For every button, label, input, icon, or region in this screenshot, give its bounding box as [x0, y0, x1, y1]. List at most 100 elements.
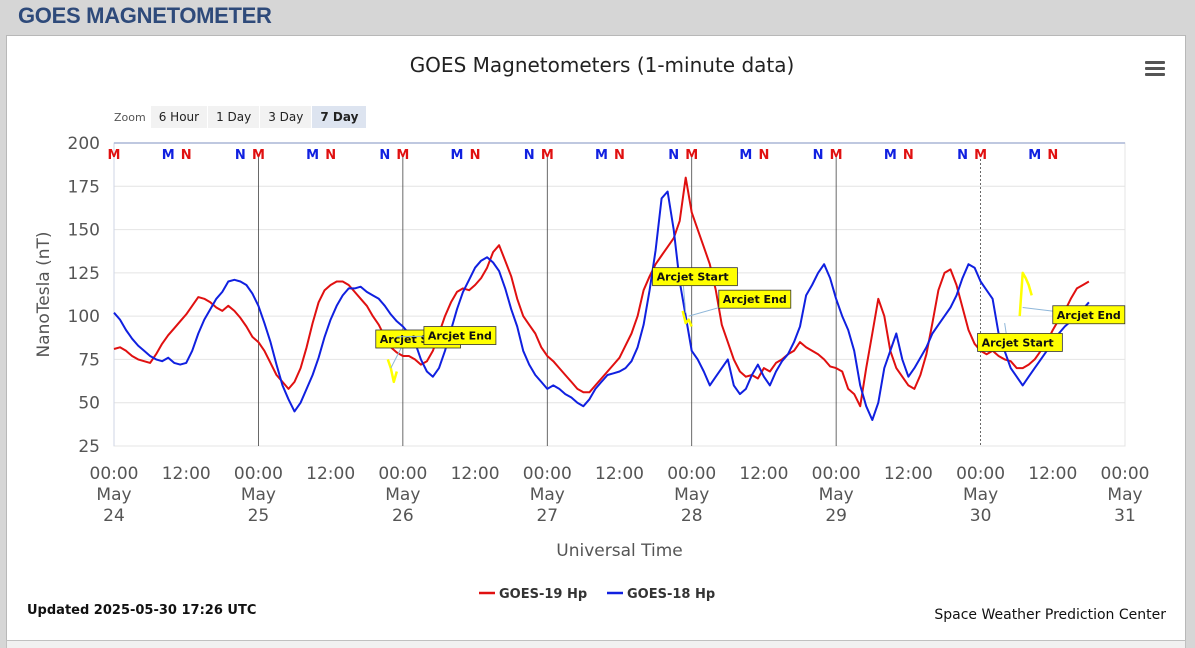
zoom-controls: Zoom 6 Hour 1 Day 3 Day 7 Day: [114, 105, 367, 129]
mn-marker: M: [306, 148, 319, 163]
mn-marker: M: [451, 148, 464, 163]
x-tick-day: 26: [392, 506, 414, 526]
mn-marker: M: [595, 148, 608, 163]
hamburger-menu-icon[interactable]: [1145, 61, 1165, 77]
x-tick-time: 00:00: [667, 464, 716, 484]
y-tick-label: 150: [68, 221, 100, 241]
x-tick-time: 00:00: [523, 464, 572, 484]
x-tick-day: 25: [248, 506, 270, 526]
x-tick-day: 24: [103, 506, 125, 526]
mn-marker: M: [108, 148, 121, 163]
y-tick-label: 100: [68, 307, 100, 327]
mn-marker: N: [1047, 148, 1058, 163]
series-line-goes-19-hp: [113, 176, 1090, 408]
annotation-label: Arcjet Start: [982, 336, 1054, 349]
x-tick-day: 31: [1114, 506, 1136, 526]
mn-marker: M: [541, 148, 554, 163]
y-tick-label: 175: [68, 177, 100, 197]
mn-marker: N: [957, 148, 968, 163]
x-tick-time: 12:00: [739, 464, 788, 484]
mn-marker: N: [758, 148, 769, 163]
x-tick-month: May: [241, 485, 276, 505]
updated-timestamp: Updated 2025-05-30 17:26 UTC: [27, 603, 257, 618]
chart-title: GOES Magnetometers (1-minute data): [409, 53, 795, 77]
mn-marker: M: [739, 148, 752, 163]
legend-label: GOES-19 Hp: [499, 587, 587, 602]
x-tick-time: 12:00: [884, 464, 933, 484]
x-tick-month: May: [674, 485, 709, 505]
y-tick-label: 125: [68, 264, 100, 284]
page-title: GOES MAGNETOMETER: [18, 3, 272, 28]
x-tick-time: 00:00: [1101, 464, 1150, 484]
series-line-goes-18-hp: [113, 190, 1090, 421]
mn-marker: M: [252, 148, 265, 163]
x-tick-month: May: [530, 485, 565, 505]
y-axis-title: NanoTesla (nT): [34, 231, 54, 357]
arcjet-segment: [681, 310, 693, 327]
x-tick-time: 00:00: [234, 464, 283, 484]
mn-marker: M: [974, 148, 987, 163]
mn-marker: M: [396, 148, 409, 163]
x-tick-day: 29: [825, 506, 847, 526]
mn-marker: N: [903, 148, 914, 163]
x-tick-month: May: [96, 485, 131, 505]
mn-marker: N: [325, 148, 336, 163]
x-tick-time: 12:00: [162, 464, 211, 484]
annotation-box: [1052, 305, 1126, 325]
plot-frame: [113, 142, 1126, 447]
bottom-scrollbar[interactable]: [6, 640, 1186, 648]
y-tick-label: 75: [78, 350, 100, 370]
mn-marker: N: [614, 148, 625, 163]
annotation-box: [423, 326, 497, 345]
mn-marker: M: [162, 148, 175, 163]
page-header: GOES MAGNETOMETER: [0, 0, 1195, 34]
y-tick-label: 25: [78, 437, 100, 457]
y-tick-label: 50: [78, 394, 100, 414]
annotation-box: [977, 333, 1063, 352]
annotation-label: Arcjet End: [1057, 309, 1121, 322]
y-tick-label: 200: [68, 134, 100, 154]
x-tick-day: 30: [970, 506, 992, 526]
chart-panel: GOES Magnetometers (1-minute data) Zoom …: [6, 35, 1186, 641]
x-tick-month: May: [819, 485, 854, 505]
annotation-label: Arcjet Start: [657, 271, 729, 284]
zoom-6-hour-button[interactable]: 6 Hour: [150, 106, 208, 128]
legend-label: GOES-18 Hp: [627, 587, 715, 602]
x-tick-day: 28: [681, 506, 703, 526]
x-tick-time: 00:00: [378, 464, 427, 484]
zoom-3-day-button[interactable]: 3 Day: [260, 106, 312, 128]
x-tick-month: May: [385, 485, 420, 505]
zoom-7-day-button[interactable]: 7 Day: [312, 106, 367, 128]
x-tick-time: 00:00: [812, 464, 861, 484]
x-tick-time: 12:00: [595, 464, 644, 484]
mn-marker: N: [813, 148, 824, 163]
mn-marker: N: [470, 148, 481, 163]
mn-marker: M: [685, 148, 698, 163]
arcjet-segment: [1018, 271, 1033, 317]
x-axis-title: Universal Time: [556, 541, 682, 561]
annotation-box: [718, 289, 792, 309]
x-tick-time: 12:00: [1028, 464, 1077, 484]
zoom-1-day-button[interactable]: 1 Day: [208, 106, 260, 128]
mn-marker: N: [379, 148, 390, 163]
mn-marker: N: [181, 148, 192, 163]
x-tick-time: 12:00: [451, 464, 500, 484]
annotation-label: Arcjet End: [723, 293, 787, 306]
mn-marker: M: [1028, 148, 1041, 163]
annotation-label: Arcjet End: [428, 330, 492, 343]
annotation-box: [652, 267, 738, 287]
x-tick-time: 12:00: [306, 464, 355, 484]
credit-text: Space Weather Prediction Center: [934, 607, 1166, 623]
x-tick-month: May: [963, 485, 998, 505]
mn-marker: N: [235, 148, 246, 163]
x-tick-time: 00:00: [956, 464, 1005, 484]
arcjet-segment: [386, 358, 399, 384]
x-tick-month: May: [1107, 485, 1142, 505]
x-tick-time: 00:00: [90, 464, 139, 484]
zoom-label: Zoom: [114, 110, 146, 124]
mn-marker: M: [830, 148, 843, 163]
mn-marker: N: [668, 148, 679, 163]
x-tick-day: 27: [536, 506, 558, 526]
mn-marker: M: [884, 148, 897, 163]
